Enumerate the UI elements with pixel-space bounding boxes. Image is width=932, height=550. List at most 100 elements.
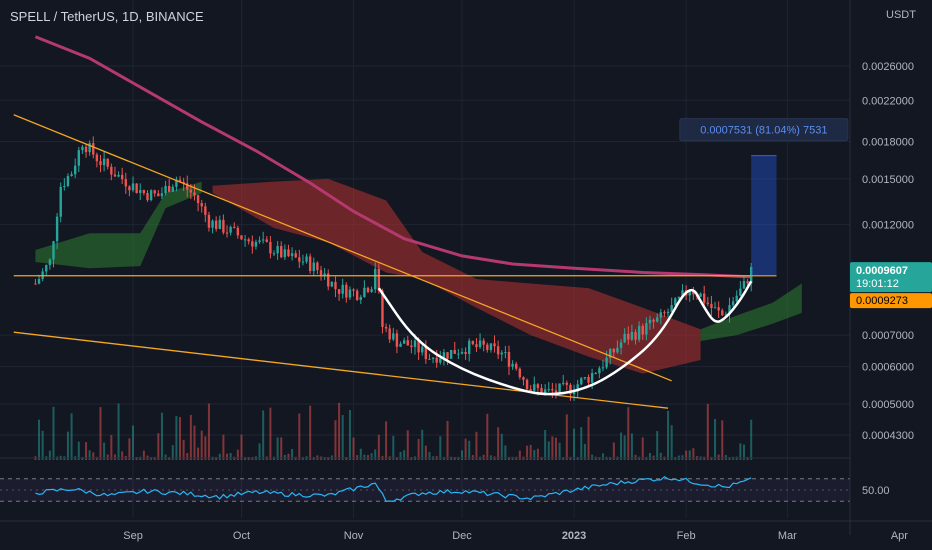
volume-bar	[692, 448, 695, 460]
volume-bar	[667, 410, 670, 460]
volume-bar	[309, 405, 312, 460]
rsi-panel	[0, 457, 932, 503]
volume-bar	[103, 442, 106, 460]
volume-bar	[392, 435, 395, 460]
volume-bar	[38, 419, 41, 460]
volume-bar	[182, 439, 185, 460]
candle	[359, 297, 362, 300]
candle	[34, 283, 37, 285]
candle	[468, 340, 471, 355]
volume-bar	[269, 407, 272, 460]
volume-bar	[132, 425, 135, 460]
candle	[518, 368, 522, 378]
candle	[171, 186, 174, 192]
candle	[587, 377, 590, 383]
candle	[214, 220, 218, 229]
candle	[301, 261, 305, 263]
candle	[73, 165, 77, 175]
volume-bar	[106, 454, 109, 460]
candle	[153, 190, 156, 194]
candle	[522, 377, 525, 380]
candle	[663, 312, 666, 314]
candle	[533, 384, 536, 391]
candle	[746, 281, 749, 284]
candle	[630, 332, 634, 340]
candle	[233, 226, 236, 228]
candle	[135, 183, 138, 193]
candle	[449, 349, 453, 359]
volume-bar	[601, 453, 604, 460]
volume-bar	[92, 452, 95, 460]
candle	[594, 372, 597, 374]
candle	[157, 193, 160, 197]
candle	[139, 190, 142, 193]
candle	[569, 384, 572, 395]
candle	[276, 246, 279, 254]
candle	[637, 325, 641, 340]
volume-bar	[164, 454, 167, 460]
candle	[616, 347, 619, 353]
candle	[681, 290, 684, 297]
candle	[254, 241, 258, 247]
candle	[507, 352, 511, 367]
volume-bar	[648, 452, 651, 460]
y-tick-label: 0.0018000	[862, 136, 914, 148]
volume-bar	[620, 432, 623, 460]
volume-bar	[399, 451, 402, 460]
candle	[243, 239, 247, 241]
volume-bar	[189, 414, 192, 460]
candle	[496, 346, 500, 355]
volume-bar	[739, 443, 742, 460]
candle	[554, 390, 558, 393]
volume-bar	[262, 410, 265, 460]
candle	[504, 352, 507, 354]
candle	[562, 382, 565, 384]
volume-bar	[439, 436, 442, 460]
candle	[337, 289, 341, 294]
candle	[186, 183, 189, 190]
rsi-band	[0, 478, 850, 502]
x-tick-label: Feb	[677, 530, 696, 542]
candle	[431, 357, 435, 359]
candle	[392, 333, 395, 340]
candle	[247, 239, 250, 242]
volume-bar	[204, 436, 207, 460]
trendline	[13, 114, 672, 382]
volume-bar	[533, 450, 536, 460]
last-price-tag	[850, 262, 932, 293]
volume-bar	[70, 413, 73, 460]
volume-bar	[460, 450, 463, 460]
candle	[493, 343, 496, 347]
volume-bar	[370, 453, 373, 460]
volume-bar	[128, 438, 131, 460]
candle	[327, 273, 330, 287]
candle	[355, 290, 359, 300]
candle	[149, 190, 153, 201]
candle	[258, 240, 261, 242]
volume-bar	[77, 441, 80, 460]
candle	[634, 332, 637, 340]
volume-bar	[121, 451, 124, 460]
candle	[677, 296, 681, 299]
candle	[99, 161, 102, 166]
candle	[435, 357, 438, 363]
candle	[688, 291, 691, 296]
volume-bar	[258, 443, 261, 460]
candle	[345, 284, 348, 298]
volume-bar	[551, 436, 554, 460]
candle	[88, 143, 91, 153]
countdown-label: 19:01:12	[856, 278, 899, 290]
candle	[37, 278, 41, 284]
candle	[515, 363, 518, 369]
candle	[717, 307, 720, 311]
candle	[251, 241, 254, 247]
candle	[92, 143, 95, 155]
volume-bar	[670, 425, 673, 460]
candle	[735, 295, 738, 302]
candle	[142, 190, 146, 194]
candle	[128, 186, 131, 191]
candle	[529, 389, 532, 391]
candle	[160, 193, 164, 197]
